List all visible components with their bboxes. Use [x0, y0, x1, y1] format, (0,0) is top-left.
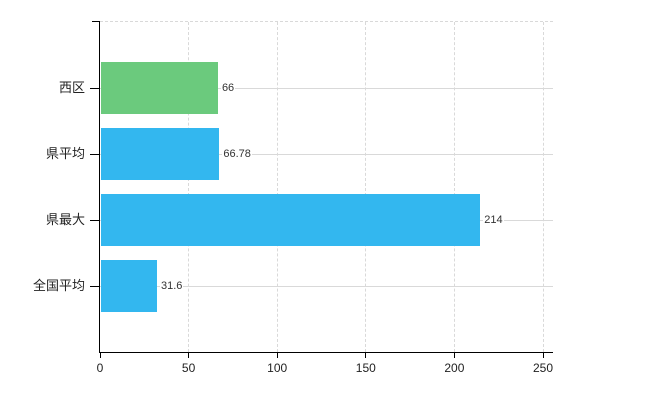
- bar-2: [101, 194, 481, 246]
- value-label-1: 66.78: [222, 147, 252, 161]
- vertical-gridline: [276, 22, 278, 352]
- bar-3: [101, 260, 157, 312]
- x-axis: [99, 352, 553, 353]
- x-tick-label-250: 250: [532, 361, 554, 375]
- vertical-gridline: [188, 22, 190, 352]
- vertical-gridline: [365, 22, 367, 352]
- vertical-gridline: [453, 22, 455, 352]
- horizontal-gridline: [100, 153, 553, 155]
- horizontal-gridline: [100, 285, 553, 287]
- x-tick-label-200: 200: [444, 361, 465, 375]
- category-tick: [90, 153, 100, 155]
- category-tick: [90, 219, 100, 221]
- category-label-3: 全国平均: [32, 278, 85, 293]
- category-label-1: 県平均: [45, 146, 85, 161]
- x-axis-tick: [276, 353, 278, 358]
- bar-0: [101, 62, 218, 114]
- category-tick: [90, 285, 100, 287]
- x-axis-tick: [188, 353, 190, 358]
- category-label-0: 西区: [58, 80, 85, 95]
- value-label-2: 214: [483, 213, 504, 227]
- y-axis: [99, 22, 100, 352]
- bar-1: [101, 128, 220, 180]
- x-tick-label-100: 100: [267, 361, 288, 375]
- horizontal-gridline: [100, 87, 553, 89]
- x-tick-label-0: 0: [96, 361, 104, 375]
- value-label-3: 31.6: [159, 279, 184, 293]
- category-label-2: 県最大: [45, 212, 85, 227]
- x-tick-label-150: 150: [355, 361, 376, 375]
- y-axis-top-cap: [92, 21, 100, 22]
- x-tick-label-50: 50: [181, 361, 196, 375]
- category-tick: [90, 87, 100, 89]
- vertical-gridline: [542, 22, 544, 352]
- x-axis-tick: [99, 353, 101, 358]
- value-label-0: 66: [220, 81, 236, 95]
- plot-top-border: [100, 21, 553, 22]
- x-axis-tick: [542, 353, 544, 358]
- x-axis-tick: [453, 353, 455, 358]
- x-axis-tick: [365, 353, 367, 358]
